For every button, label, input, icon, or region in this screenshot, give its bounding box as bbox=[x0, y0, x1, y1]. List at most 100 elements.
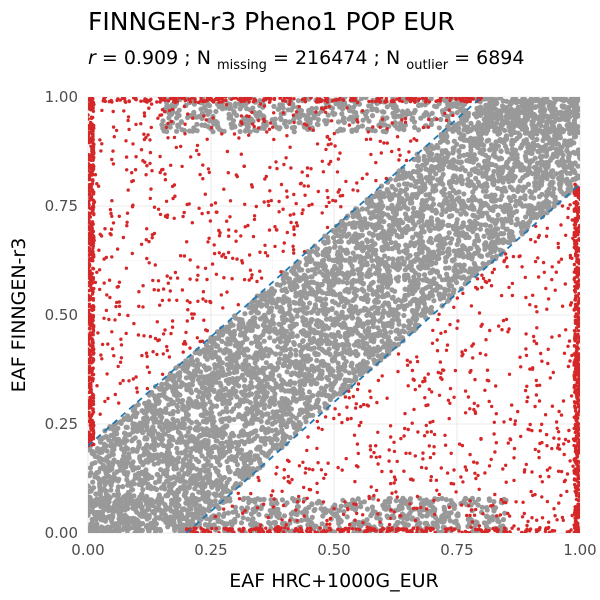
inlier-point bbox=[454, 141, 460, 147]
inlier-point bbox=[512, 163, 518, 169]
inlier-point bbox=[166, 454, 173, 460]
inlier-point bbox=[249, 300, 255, 306]
inlier-point bbox=[211, 444, 218, 450]
inlier-point bbox=[263, 374, 269, 380]
inlier-point bbox=[218, 441, 224, 447]
inlier-point bbox=[318, 336, 324, 343]
inlier-point bbox=[277, 339, 284, 345]
inlier-point bbox=[449, 158, 455, 164]
inlier-point bbox=[308, 286, 314, 292]
inlier-point bbox=[393, 209, 399, 216]
inlier-point bbox=[533, 175, 539, 181]
inlier-point bbox=[461, 191, 467, 197]
inlier-point bbox=[437, 291, 443, 297]
inlier-point bbox=[375, 348, 381, 354]
inlier-point bbox=[566, 153, 572, 159]
inlier-point bbox=[171, 466, 177, 472]
inlier-point bbox=[506, 217, 512, 223]
inlier-point bbox=[267, 415, 273, 421]
inlier-point bbox=[386, 255, 392, 262]
inlier-point bbox=[421, 297, 427, 303]
inlier-point bbox=[114, 469, 120, 475]
inlier-point bbox=[226, 455, 232, 461]
inlier-point bbox=[576, 154, 580, 160]
inlier-point bbox=[338, 389, 344, 395]
inlier-point bbox=[549, 169, 555, 175]
inlier-point bbox=[454, 208, 460, 214]
inlier-point bbox=[342, 296, 348, 302]
inlier-point bbox=[280, 274, 286, 280]
inlier-point bbox=[478, 253, 485, 259]
inlier-point bbox=[381, 279, 387, 285]
inlier-point bbox=[509, 236, 515, 242]
inlier-point bbox=[239, 468, 245, 474]
inlier-point bbox=[273, 351, 279, 357]
inlier-point bbox=[234, 461, 240, 468]
inlier-point bbox=[200, 443, 206, 449]
inlier-point bbox=[175, 429, 181, 435]
inlier-point bbox=[452, 202, 458, 208]
inlier-point bbox=[245, 464, 251, 470]
inlier-point bbox=[235, 364, 242, 370]
inlier-point bbox=[244, 392, 250, 398]
inlier-point bbox=[224, 409, 230, 415]
inlier-point bbox=[450, 148, 456, 154]
inlier-point bbox=[454, 248, 460, 254]
inlier-point bbox=[545, 134, 551, 140]
inlier-point bbox=[111, 492, 117, 498]
inlier-point bbox=[375, 353, 381, 359]
inlier-point bbox=[230, 379, 236, 385]
inlier-point bbox=[241, 383, 248, 389]
inlier-point bbox=[332, 338, 339, 344]
inlier-point bbox=[342, 331, 348, 337]
inlier-point bbox=[377, 256, 383, 262]
inlier-point bbox=[389, 183, 395, 189]
inlier-point bbox=[144, 424, 150, 430]
inlier-point bbox=[417, 236, 423, 242]
inlier-point bbox=[301, 272, 307, 278]
inlier-point bbox=[495, 236, 501, 242]
inlier-point bbox=[241, 377, 248, 383]
inlier-point bbox=[227, 339, 233, 345]
inlier-point bbox=[255, 377, 261, 383]
inlier-point bbox=[533, 165, 540, 171]
inlier-point bbox=[124, 413, 131, 419]
inlier-point bbox=[288, 351, 294, 357]
inlier-point bbox=[322, 296, 329, 302]
inlier-point bbox=[198, 484, 205, 490]
inlier-point bbox=[438, 180, 444, 186]
inlier-point bbox=[301, 309, 307, 315]
inlier-point bbox=[416, 276, 422, 282]
inlier-point bbox=[359, 206, 365, 212]
inlier-point bbox=[135, 446, 141, 452]
inlier-point bbox=[482, 200, 488, 206]
inlier-point bbox=[371, 304, 378, 310]
inlier-point bbox=[402, 267, 408, 273]
inlier-point bbox=[433, 210, 439, 216]
inlier-point bbox=[440, 132, 446, 138]
inlier-point bbox=[551, 186, 557, 192]
inlier-point bbox=[440, 250, 446, 256]
inlier-point bbox=[352, 256, 358, 262]
inlier-point bbox=[257, 293, 263, 299]
inlier-point bbox=[263, 411, 269, 417]
subtitle-sep-2: ; bbox=[374, 47, 386, 69]
inlier-point bbox=[228, 330, 234, 336]
inlier-point bbox=[341, 303, 347, 310]
inlier-point bbox=[414, 169, 420, 175]
inlier-point bbox=[338, 351, 344, 357]
inlier-point bbox=[370, 231, 376, 238]
inlier-point bbox=[538, 182, 545, 188]
inlier-point bbox=[233, 359, 239, 365]
inlier-point bbox=[267, 435, 273, 441]
inlier-point bbox=[347, 255, 353, 261]
inlier-point bbox=[486, 137, 492, 143]
inlier-point bbox=[114, 431, 120, 437]
inlier-point bbox=[315, 324, 321, 330]
inlier-point bbox=[366, 284, 372, 290]
inlier-point bbox=[217, 483, 223, 489]
inlier-point bbox=[287, 323, 293, 329]
inlier-point bbox=[381, 333, 387, 340]
chart-title: FINNGEN-r3 Pheno1 POP EUR bbox=[88, 7, 455, 36]
inlier-point bbox=[189, 382, 195, 388]
